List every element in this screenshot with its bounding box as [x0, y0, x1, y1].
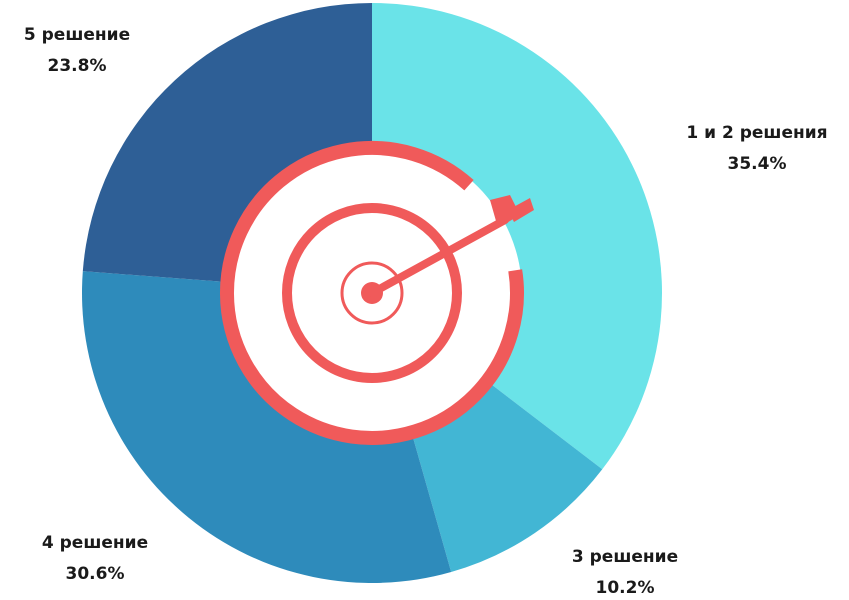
arrow-fletching	[490, 195, 534, 228]
slice-label: 4 решение	[42, 533, 148, 553]
target-inner-ring	[340, 261, 404, 325]
slice-value-label: 30.6%	[66, 564, 125, 584]
arrow-shaft	[368, 216, 509, 297]
slice-value-label: 10.2%	[596, 578, 655, 598]
pie-slice	[372, 3, 662, 470]
slice-label: 5 решение	[24, 25, 130, 45]
slice-value-label: 35.4%	[728, 154, 787, 174]
target-outer-ring	[220, 141, 524, 445]
slice-value-label: 23.8%	[48, 56, 107, 76]
target-middle-ring	[282, 203, 462, 383]
slice-label: 3 решение	[572, 547, 678, 567]
slice-label: 1 и 2 решения	[686, 123, 827, 143]
target-icon	[220, 141, 534, 445]
